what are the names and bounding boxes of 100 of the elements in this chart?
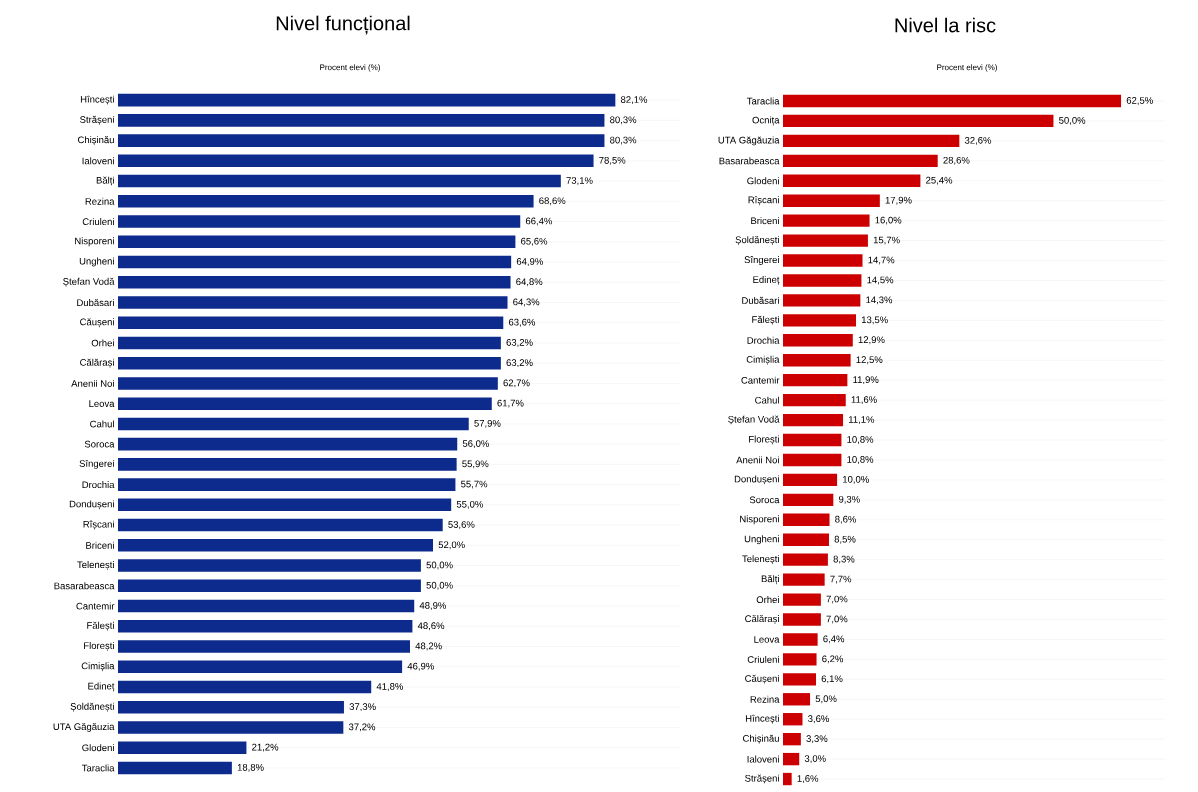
bar — [118, 498, 452, 512]
y-tick-label: Criuleni — [747, 655, 779, 663]
y-tick-label: Șoldănești — [735, 236, 779, 246]
y-tick-label: Ialoveni — [747, 755, 779, 763]
data-label: 8,6% — [835, 515, 857, 524]
data-label: 18,8% — [237, 763, 264, 772]
bar — [118, 619, 413, 633]
bar — [783, 633, 818, 646]
data-label: 46,9% — [407, 662, 434, 671]
data-label: 3,6% — [808, 715, 829, 724]
bar — [783, 393, 846, 407]
bar — [783, 653, 817, 666]
data-label: 63,2% — [506, 359, 533, 368]
y-tick-label: UTA Găgăuzia — [53, 722, 115, 732]
y-tick-label: Hîncești — [80, 95, 114, 105]
y-tick-label: Taraclia — [746, 97, 780, 105]
data-label: 3,3% — [806, 735, 828, 744]
y-tick-label: Fălești — [752, 315, 779, 325]
bar — [118, 316, 504, 329]
data-label: 7,0% — [826, 615, 848, 624]
y-tick-label: Nisporeni — [75, 237, 114, 247]
bar — [783, 274, 862, 287]
y-tick-label: Căușeni — [745, 674, 779, 684]
data-label: 9,3% — [838, 495, 860, 504]
y-tick-label: Rîșcani — [748, 196, 779, 206]
y-tick-label: Drochia — [82, 481, 115, 489]
bar — [118, 114, 605, 127]
bar — [118, 235, 516, 249]
y-tick-label: Cahul — [90, 420, 114, 428]
data-label: 6,2% — [822, 655, 844, 664]
data-label: 14,5% — [867, 276, 894, 285]
y-tick-label: Dubăsari — [77, 298, 114, 307]
bar — [118, 478, 456, 491]
bar — [783, 673, 816, 686]
y-tick-label: Ungheni — [744, 535, 779, 545]
data-label: 11,1% — [848, 416, 875, 424]
y-tick-label: Rezina — [750, 695, 780, 703]
y-tick-label: Rezina — [85, 197, 115, 205]
data-label: 12,9% — [858, 336, 885, 345]
y-tick-label: Leova — [89, 400, 115, 407]
data-label: 65,6% — [521, 237, 548, 246]
y-tick-label: Strășeni — [745, 774, 779, 784]
data-label: 78,5% — [599, 156, 626, 165]
bar — [118, 255, 512, 269]
y-tick-label: Soroca — [84, 440, 115, 448]
bar — [783, 493, 834, 507]
y-tick-label: Strășeni — [80, 115, 114, 125]
bar — [783, 693, 811, 706]
bar — [783, 314, 857, 327]
y-tick-label: Drochia — [747, 336, 780, 344]
bar — [783, 453, 842, 467]
bar — [118, 599, 415, 613]
bar — [118, 296, 508, 309]
bar — [118, 741, 247, 754]
data-label: 15,7% — [873, 236, 900, 245]
bar — [118, 640, 410, 653]
data-label: 8,5% — [834, 535, 856, 544]
y-tick-label: Dubăsari — [742, 296, 779, 304]
data-label: 48,2% — [415, 642, 442, 651]
data-label: 62,7% — [503, 379, 530, 388]
data-label: 55,0% — [456, 500, 483, 509]
bar — [783, 114, 1054, 128]
y-tick-label: Rîșcani — [83, 520, 114, 530]
x-axis-title: Procent elevi (%) — [937, 64, 997, 72]
data-label: 61,7% — [497, 399, 524, 408]
bar — [783, 234, 868, 247]
data-label: 82,1% — [620, 96, 648, 105]
y-tick-label: Anenii Noi — [736, 456, 779, 464]
bar — [118, 93, 616, 107]
data-label: 6,1% — [821, 675, 843, 684]
data-label: 80,3% — [610, 136, 637, 145]
y-tick-label: Briceni — [86, 541, 114, 549]
bar — [783, 513, 830, 526]
data-label: 13,5% — [861, 316, 888, 325]
data-label: 52,0% — [438, 541, 465, 550]
data-label: 63,6% — [508, 318, 536, 327]
y-tick-label: Cahul — [755, 396, 779, 404]
y-tick-label: Cimișlia — [746, 355, 780, 365]
bar — [783, 134, 960, 148]
x-axis-title: Procent elevi (%) — [320, 64, 380, 72]
bar — [118, 134, 605, 147]
bar — [783, 573, 825, 586]
bar — [783, 772, 792, 786]
data-label: 14,7% — [868, 256, 895, 265]
y-tick-label: Leova — [754, 636, 780, 643]
y-tick-label: Dondușeni — [69, 500, 114, 510]
data-label: 63,2% — [506, 339, 533, 347]
y-tick-label: Basarabeasca — [719, 157, 780, 165]
chart-title: Nivel la risc — [895, 17, 996, 33]
bar — [783, 553, 828, 566]
bar — [783, 752, 800, 766]
data-label: 50,0% — [1059, 117, 1086, 125]
y-tick-label: Călărași — [745, 615, 779, 625]
y-tick-label: Soroca — [749, 496, 780, 504]
data-label: 5,0% — [815, 695, 837, 704]
y-tick-label: Cantemir — [76, 602, 115, 610]
bar — [783, 254, 863, 267]
y-tick-label: Ialoveni — [82, 157, 114, 165]
data-label: 11,9% — [853, 376, 879, 385]
data-label: 80,3% — [610, 116, 637, 125]
